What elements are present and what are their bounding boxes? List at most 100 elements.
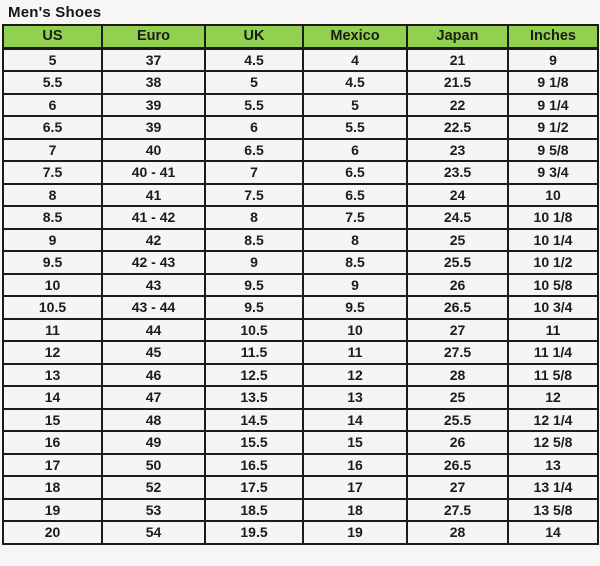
cell: 11 (302, 340, 408, 365)
column-header-inches: Inches (507, 24, 599, 50)
cell: 6 (204, 115, 304, 140)
cell: 18.5 (204, 497, 304, 522)
cell: 10 5/8 (507, 272, 599, 297)
cell: 22.5 (406, 115, 509, 140)
cell: 18 (2, 475, 103, 500)
cell: 15.5 (204, 430, 304, 455)
cell: 39 (101, 92, 206, 117)
table-row: 18 52 17.5 17 27 13 1/4 (2, 475, 599, 500)
page-title: Men's Shoes (8, 4, 102, 21)
cell: 50 (101, 452, 206, 477)
cell: 9.5 (204, 295, 304, 320)
column-header-mexico: Mexico (302, 24, 408, 50)
column-header-uk: UK (204, 24, 304, 50)
cell: 15 (2, 407, 103, 432)
table-row: 6.5 39 6 5.5 22.5 9 1/2 (2, 115, 599, 140)
cell: 17.5 (204, 475, 304, 500)
table-row: 13 46 12.5 12 28 11 5/8 (2, 362, 599, 387)
cell: 13 1/4 (507, 475, 599, 500)
column-header-us: US (2, 24, 103, 50)
cell: 10.5 (2, 295, 103, 320)
cell: 4 (302, 47, 408, 72)
cell: 19 (302, 520, 408, 545)
cell: 25.5 (406, 407, 509, 432)
cell: 4.5 (302, 70, 408, 95)
cell: 14 (2, 385, 103, 410)
cell: 13 (2, 362, 103, 387)
cell: 8.5 (204, 227, 304, 252)
header-row: US Euro UK Mexico Japan Inches (2, 24, 599, 50)
cell: 5 (204, 70, 304, 95)
cell: 6 (2, 92, 103, 117)
cell: 39 (101, 115, 206, 140)
cell: 22 (406, 92, 509, 117)
cell: 17 (2, 452, 103, 477)
table-row: 5.5 38 5 4.5 21.5 9 1/8 (2, 70, 599, 95)
cell: 24.5 (406, 205, 509, 230)
cell: 6.5 (204, 137, 304, 162)
cell: 9 5/8 (507, 137, 599, 162)
cell: 10 1/2 (507, 250, 599, 275)
cell: 9 (204, 250, 304, 275)
shoe-size-table: US Euro UK Mexico Japan Inches 5 37 4.5 4 21… (2, 24, 599, 545)
cell: 11.5 (204, 340, 304, 365)
table-row: 9.5 42 - 43 9 8.5 25.5 10 1/2 (2, 250, 599, 275)
cell: 7.5 (204, 182, 304, 207)
table-row: 11 44 10.5 10 27 11 (2, 317, 599, 342)
cell: 12 (507, 385, 599, 410)
cell: 28 (406, 520, 509, 545)
cell: 26 (406, 272, 509, 297)
cell: 5.5 (204, 92, 304, 117)
cell: 25.5 (406, 250, 509, 275)
cell: 52 (101, 475, 206, 500)
cell: 41 - 42 (101, 205, 206, 230)
cell: 44 (101, 317, 206, 342)
cell: 13.5 (204, 385, 304, 410)
cell: 26.5 (406, 452, 509, 477)
cell: 10 (507, 182, 599, 207)
cell: 9.5 (302, 295, 408, 320)
cell: 21.5 (406, 70, 509, 95)
cell: 11 5/8 (507, 362, 599, 387)
cell: 49 (101, 430, 206, 455)
cell: 43 (101, 272, 206, 297)
column-header-euro: Euro (101, 24, 206, 50)
cell: 15 (302, 430, 408, 455)
cell: 12 (2, 340, 103, 365)
cell: 21 (406, 47, 509, 72)
cell: 6.5 (302, 182, 408, 207)
cell: 16.5 (204, 452, 304, 477)
cell: 27 (406, 317, 509, 342)
cell: 17 (302, 475, 408, 500)
cell: 10 3/4 (507, 295, 599, 320)
table-row: 16 49 15.5 15 26 12 5/8 (2, 430, 599, 455)
cell: 42 - 43 (101, 250, 206, 275)
cell: 26.5 (406, 295, 509, 320)
cell: 9 (2, 227, 103, 252)
cell: 54 (101, 520, 206, 545)
cell: 9 (507, 47, 599, 72)
table-row: 20 54 19.5 19 28 14 (2, 520, 599, 545)
cell: 38 (101, 70, 206, 95)
cell: 41 (101, 182, 206, 207)
cell: 5 (302, 92, 408, 117)
cell: 6 (302, 137, 408, 162)
table-row: 6 39 5.5 5 22 9 1/4 (2, 92, 599, 117)
cell: 9 (302, 272, 408, 297)
cell: 23.5 (406, 160, 509, 185)
cell: 8 (2, 182, 103, 207)
cell: 13 (302, 385, 408, 410)
table-row: 15 48 14.5 14 25.5 12 1/4 (2, 407, 599, 432)
table-row: 9 42 8.5 8 25 10 1/4 (2, 227, 599, 252)
cell: 27 (406, 475, 509, 500)
cell: 46 (101, 362, 206, 387)
table-row: 12 45 11.5 11 27.5 11 1/4 (2, 340, 599, 365)
cell: 5.5 (302, 115, 408, 140)
cell: 25 (406, 385, 509, 410)
cell: 18 (302, 497, 408, 522)
cell: 48 (101, 407, 206, 432)
cell: 6.5 (302, 160, 408, 185)
cell: 9.5 (2, 250, 103, 275)
cell: 10 (302, 317, 408, 342)
cell: 10 1/8 (507, 205, 599, 230)
